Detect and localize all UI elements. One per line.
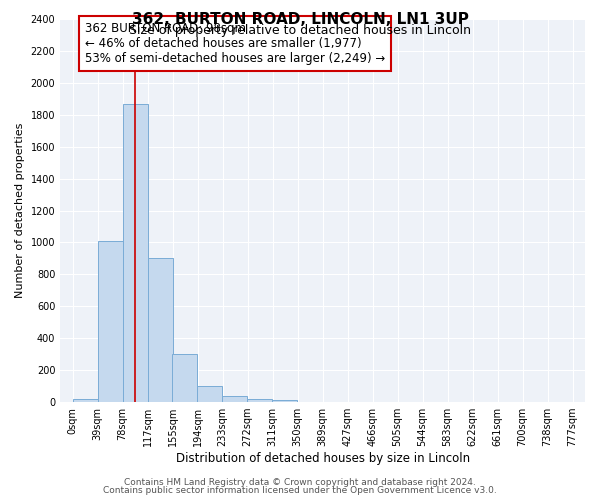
- Bar: [122, 104, 148, 402]
- Text: Size of property relative to detached houses in Lincoln: Size of property relative to detached ho…: [129, 24, 471, 37]
- Text: Contains public sector information licensed under the Open Government Licence v3: Contains public sector information licen…: [103, 486, 497, 495]
- X-axis label: Distribution of detached houses by size in Lincoln: Distribution of detached houses by size …: [176, 452, 470, 465]
- Text: 362 BURTON ROAD: 98sqm
← 46% of detached houses are smaller (1,977)
53% of semi-: 362 BURTON ROAD: 98sqm ← 46% of detached…: [85, 22, 385, 65]
- Bar: [197, 386, 222, 402]
- Bar: [222, 396, 247, 402]
- Bar: [272, 400, 297, 402]
- Bar: [98, 241, 122, 402]
- Bar: [73, 399, 98, 402]
- Text: 362, BURTON ROAD, LINCOLN, LN1 3UP: 362, BURTON ROAD, LINCOLN, LN1 3UP: [131, 12, 469, 28]
- Bar: [172, 354, 197, 402]
- Text: Contains HM Land Registry data © Crown copyright and database right 2024.: Contains HM Land Registry data © Crown c…: [124, 478, 476, 487]
- Bar: [247, 399, 272, 402]
- Bar: [148, 258, 173, 402]
- Y-axis label: Number of detached properties: Number of detached properties: [15, 123, 25, 298]
